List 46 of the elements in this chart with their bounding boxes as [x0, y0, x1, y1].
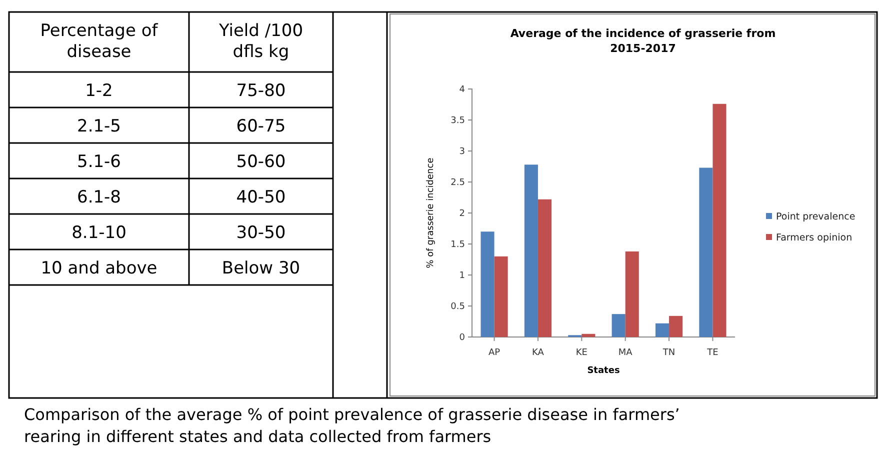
text: 8.1-10	[72, 222, 126, 243]
text: 30-50	[236, 222, 286, 243]
chart-title: Average of the incidence of grasserie from 2015-2017	[510, 27, 776, 55]
y-tick-label: 0	[459, 332, 466, 343]
x-tick-label: AP	[488, 348, 501, 358]
text: 6.1-8	[77, 187, 121, 208]
text: 2.1-5	[77, 116, 121, 136]
text: 1-2	[85, 80, 113, 101]
y-tick-label: 3	[459, 146, 465, 157]
x-tick-label: KE	[576, 348, 588, 358]
bar	[612, 314, 626, 337]
text: 10 and above	[40, 258, 158, 278]
bar	[524, 164, 538, 337]
text: Yield /100 dfls kg	[218, 21, 304, 62]
text: 75-80	[236, 80, 286, 101]
y-tick-label: 2	[459, 208, 465, 219]
text: 5.1-6	[77, 152, 121, 172]
y-tick-label: 0.5	[450, 302, 465, 312]
text: Percentage of disease	[40, 21, 159, 62]
bar	[669, 316, 683, 337]
bar	[494, 256, 508, 337]
y-tick-label: 1	[459, 270, 465, 281]
bar	[625, 251, 639, 337]
x-tick-label: TN	[662, 348, 676, 358]
legend-label: Farmers opinion	[776, 232, 852, 244]
x-tick-label: KA	[532, 348, 545, 358]
bar	[655, 323, 670, 337]
y-tick-label: 3.5	[450, 116, 465, 126]
bar	[480, 232, 494, 337]
text: 60-75	[236, 116, 286, 136]
x-tick-label: MA	[618, 348, 634, 358]
y-tick-label: 1.5	[450, 240, 465, 250]
x-tick-label: TE	[706, 348, 719, 358]
text: 40-50	[236, 187, 286, 208]
text: Comparison of the average % of point prevalence of grasserie disease in farmers’ rearing in different states and data collected from farmers	[24, 405, 680, 446]
x-axis-title: States	[587, 366, 620, 376]
bar	[712, 104, 726, 337]
y-tick-label: 4	[459, 84, 466, 95]
bar	[699, 168, 713, 337]
bar	[582, 334, 596, 337]
text: 50-60	[236, 152, 286, 172]
bar	[538, 199, 552, 337]
y-axis-title: % of grasserie incidence	[426, 157, 436, 268]
text: Below 30	[222, 258, 300, 278]
y-tick-label: 2.5	[450, 178, 465, 188]
legend-label: Point prevalence	[776, 212, 856, 222]
